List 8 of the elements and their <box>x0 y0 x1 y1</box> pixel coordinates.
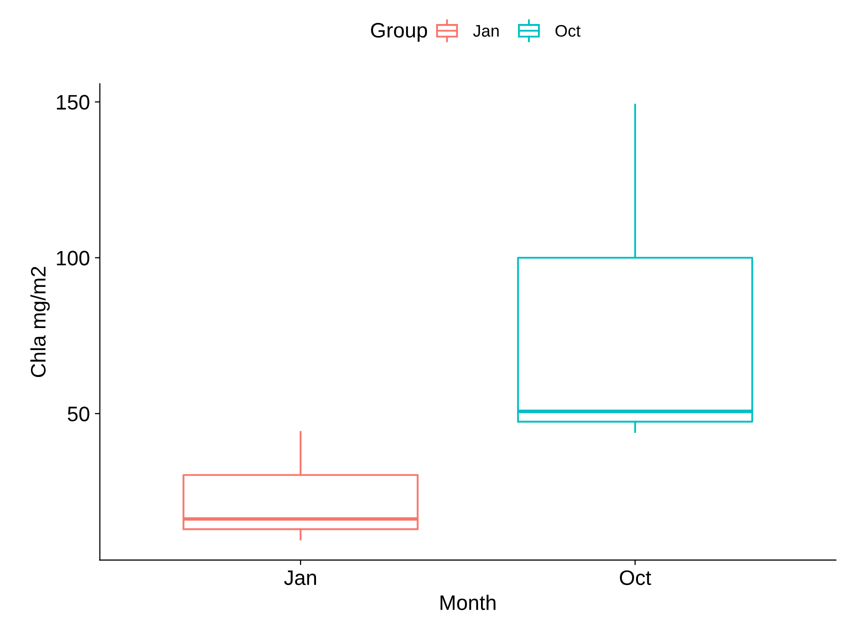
y-tick-label: 100 <box>56 250 90 266</box>
y-axis-title: Chla mg/m2 <box>30 266 50 378</box>
legend-label: Jan <box>473 25 499 37</box>
y-tick-label: 50 <box>68 406 90 422</box>
x-axis-title: Month <box>440 594 496 610</box>
y-tick-label: 150 <box>56 94 90 110</box>
legend-label: Oct <box>556 24 581 37</box>
legend-title: Group <box>371 22 428 42</box>
